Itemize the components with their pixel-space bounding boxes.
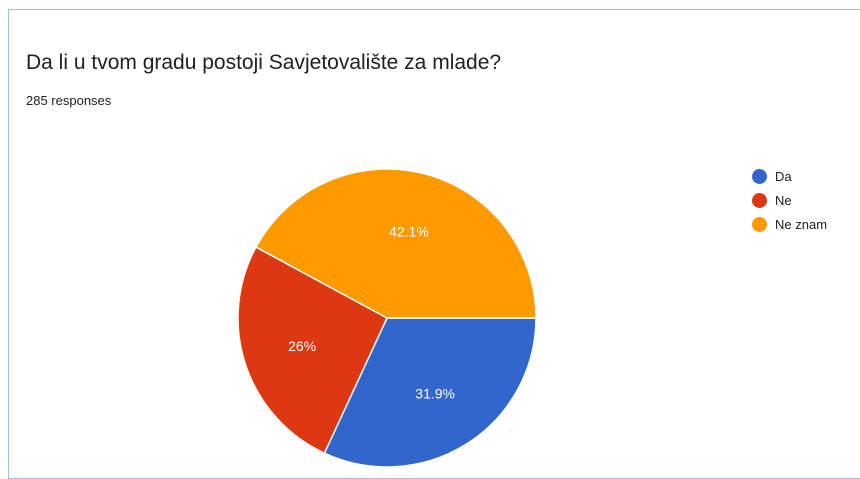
legend-item-ne-znam[interactable]: Ne znam xyxy=(752,216,827,233)
legend-label-ne-znam: Ne znam xyxy=(775,217,828,232)
pie-label-ne: 26% xyxy=(288,338,316,354)
legend-label-da: Da xyxy=(775,169,792,184)
pie-label-ne-znam: 42.1% xyxy=(389,223,429,239)
pie-slice-ne-znam[interactable] xyxy=(254,168,537,319)
pie-label-da: 31.9% xyxy=(415,385,455,401)
legend-item-da[interactable]: Da xyxy=(752,168,827,185)
legend-label-ne: Ne xyxy=(775,193,792,208)
response-count: 285 responses xyxy=(26,93,112,108)
legend-swatch-da xyxy=(752,169,767,184)
legend-swatch-ne xyxy=(752,193,767,208)
pie-slice-da[interactable] xyxy=(323,317,537,468)
legend-item-ne[interactable]: Ne xyxy=(752,192,827,209)
chart-legend: Da Ne Ne znam xyxy=(752,168,827,240)
question-title: Da li u tvom gradu postoji Savjetovališt… xyxy=(26,51,502,74)
legend-swatch-ne-znam xyxy=(752,217,767,232)
